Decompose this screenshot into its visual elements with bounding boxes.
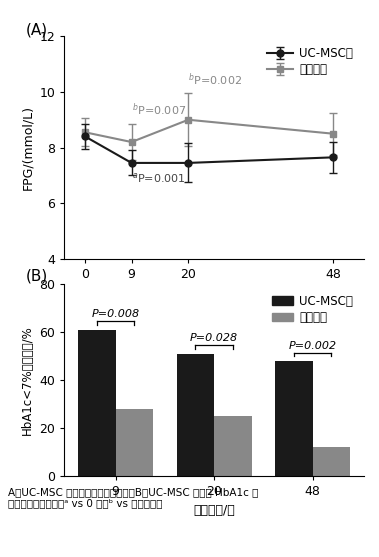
Bar: [313, 447, 350, 476]
Legend: UC-MSC组, 安慈剂组: UC-MSC组, 安慈剂组: [268, 290, 358, 329]
Text: A：UC-MSC 治疗改善患者空腹血糖；B：UC-MSC 治疗后 HbA1c 控: A：UC-MSC 治疗改善患者空腹血糖；B：UC-MSC 治疗后 HbA1c 控: [8, 487, 258, 497]
Bar: [214, 416, 252, 476]
Bar: [78, 330, 116, 476]
Text: (A): (A): [25, 23, 48, 38]
Y-axis label: FPG/(mmol/L): FPG/(mmol/L): [21, 105, 34, 190]
X-axis label: 随访时间/周: 随访时间/周: [193, 504, 235, 517]
Y-axis label: HbA1c<7%患者占比/%: HbA1c<7%患者占比/%: [21, 325, 34, 435]
Text: P=0.008: P=0.008: [91, 309, 139, 319]
X-axis label: 随访时间/周: 随访时间/周: [193, 287, 235, 300]
Text: 制达标率显著提高；ᵃ vs 0 周；ᵇ vs 安慈剂组。: 制达标率显著提高；ᵃ vs 0 周；ᵇ vs 安慈剂组。: [8, 499, 162, 509]
Text: $^a$P=0.001: $^a$P=0.001: [132, 171, 185, 185]
Text: P=0.002: P=0.002: [289, 341, 337, 350]
Bar: [116, 409, 153, 476]
Text: P=0.028: P=0.028: [190, 334, 238, 344]
Text: $^b$P=0.007: $^b$P=0.007: [132, 102, 186, 118]
Text: (B): (B): [25, 268, 48, 284]
Legend: UC-MSC组, 安慈剂组: UC-MSC组, 安慈剂组: [263, 42, 358, 81]
Bar: [177, 354, 214, 476]
Bar: [275, 361, 313, 476]
Text: $^b$P=0.002: $^b$P=0.002: [188, 71, 243, 87]
